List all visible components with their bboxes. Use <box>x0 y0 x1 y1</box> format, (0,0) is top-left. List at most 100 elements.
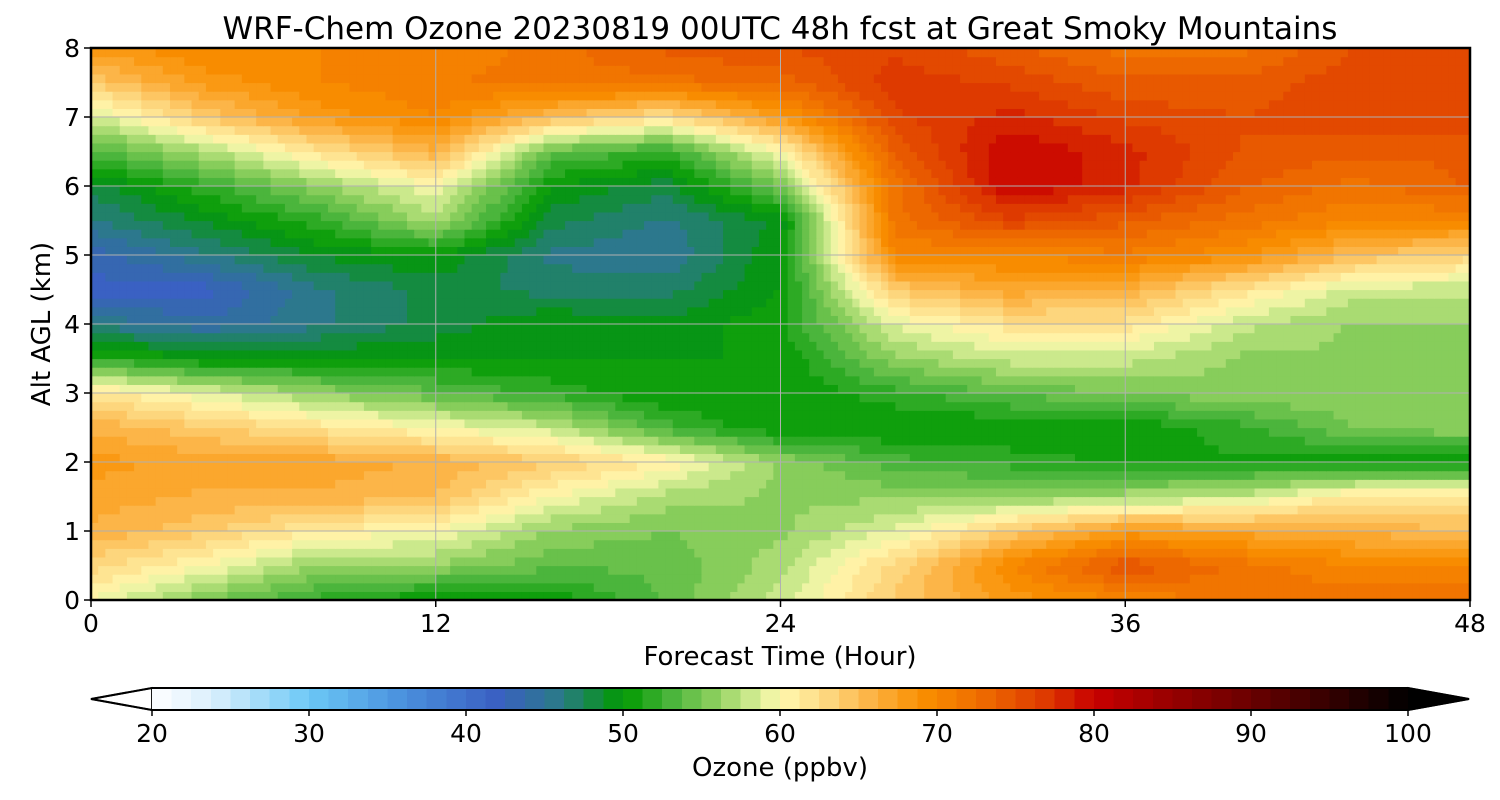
heatmap-cell <box>119 444 128 454</box>
heatmap-cell <box>1340 470 1349 480</box>
heatmap-cell <box>916 496 925 506</box>
heatmap-cell <box>1146 410 1155 420</box>
heatmap-cell <box>1211 565 1220 575</box>
heatmap-cell <box>701 436 710 446</box>
heatmap-cell <box>363 548 372 558</box>
heatmap-cell <box>1067 410 1076 420</box>
heatmap-cell <box>1355 531 1363 541</box>
heatmap-cell <box>809 436 818 446</box>
heatmap-cell <box>1132 436 1141 446</box>
heatmap-cell <box>1024 513 1033 523</box>
heatmap-cell <box>1383 436 1392 446</box>
heatmap-cell <box>1290 444 1299 454</box>
heatmap-cell <box>134 462 142 472</box>
heatmap-cell <box>679 565 688 575</box>
heatmap-cell <box>500 513 509 523</box>
heatmap-cell <box>1448 513 1457 523</box>
heatmap-cell <box>1448 565 1457 575</box>
heatmap-cell <box>1039 436 1047 446</box>
heatmap-cell <box>98 487 106 498</box>
heatmap-cell <box>873 548 882 558</box>
heatmap-cell <box>162 496 171 506</box>
heatmap-cell <box>227 462 236 472</box>
heatmap-cell <box>270 444 279 454</box>
heatmap-cell <box>342 591 351 600</box>
heatmap-cell <box>256 470 264 480</box>
heatmap-cell <box>543 470 552 480</box>
heatmap-cell <box>1283 375 1292 385</box>
heatmap-cell <box>399 444 408 454</box>
heatmap-cell <box>363 436 372 446</box>
heatmap-cell <box>105 462 114 472</box>
heatmap-cell <box>1103 470 1112 480</box>
heatmap-cell <box>651 470 659 480</box>
heatmap-cell <box>1347 496 1356 506</box>
heatmap-cell <box>572 375 580 385</box>
heatmap-cell <box>1405 384 1414 394</box>
heatmap-cell <box>1053 427 1062 437</box>
heatmap-cell <box>909 418 918 429</box>
heatmap-cell <box>313 496 322 506</box>
heatmap-cell <box>1010 436 1019 446</box>
heatmap-cell <box>442 496 451 506</box>
heatmap-cell <box>1434 444 1442 454</box>
heatmap-cell <box>486 565 494 575</box>
heatmap-cell <box>1276 418 1284 429</box>
heatmap-cell <box>155 470 164 480</box>
heatmap-cell <box>802 548 810 558</box>
heatmap-cell <box>1110 479 1119 489</box>
heatmap-cell <box>758 436 767 446</box>
heatmap-cell <box>1053 393 1062 403</box>
heatmap-cell <box>112 487 121 498</box>
heatmap-cell <box>773 591 782 600</box>
heatmap-cell <box>1074 375 1083 385</box>
heatmap-cell <box>299 487 308 498</box>
heatmap-cell <box>981 487 990 498</box>
heatmap-cell <box>1103 539 1112 549</box>
heatmap-cell <box>651 418 659 429</box>
heatmap-cell <box>119 418 128 429</box>
heatmap-cell <box>866 384 875 394</box>
heatmap-cell <box>1419 505 1428 515</box>
heatmap-cell <box>730 548 738 558</box>
heatmap-cell <box>636 393 645 403</box>
heatmap-cell <box>349 470 358 480</box>
heatmap-cell <box>665 418 674 429</box>
heatmap-cell <box>629 565 638 575</box>
heatmap-cell <box>1146 470 1155 480</box>
heatmap-cell <box>651 401 659 411</box>
heatmap-cell <box>1089 393 1098 403</box>
heatmap-cell <box>256 462 264 472</box>
heatmap-cell <box>91 513 99 523</box>
heatmap-cell <box>1347 418 1356 429</box>
heatmap-cell <box>938 565 947 575</box>
heatmap-cell <box>1276 531 1284 541</box>
heatmap-cell <box>392 574 401 584</box>
heatmap-cell <box>687 401 695 411</box>
heatmap-cell <box>306 410 315 420</box>
heatmap-cell <box>1283 401 1292 411</box>
heatmap-cell <box>723 505 731 515</box>
heatmap-cell <box>1082 574 1090 584</box>
heatmap-cell <box>586 444 595 454</box>
heatmap-cell <box>845 548 853 558</box>
heatmap-cell <box>1340 513 1349 523</box>
heatmap-cell <box>981 505 990 515</box>
heatmap-cell <box>1139 470 1148 480</box>
heatmap-cell <box>1125 505 1134 515</box>
heatmap-cell <box>1340 418 1349 429</box>
heatmap-cell <box>148 548 157 558</box>
heatmap-cell <box>1362 556 1371 567</box>
heatmap-cell <box>938 401 947 411</box>
heatmap-cell <box>1139 375 1148 385</box>
heatmap-cell <box>773 565 782 575</box>
heatmap-cell <box>407 427 415 437</box>
heatmap-cell <box>1060 479 1069 489</box>
heatmap-cell <box>170 522 178 532</box>
heatmap-cell <box>995 384 1004 394</box>
heatmap-cell <box>342 410 351 420</box>
heatmap-cell <box>565 427 573 437</box>
heatmap-cell <box>342 565 351 575</box>
heatmap-cell <box>162 436 171 446</box>
heatmap-cell <box>177 479 185 489</box>
